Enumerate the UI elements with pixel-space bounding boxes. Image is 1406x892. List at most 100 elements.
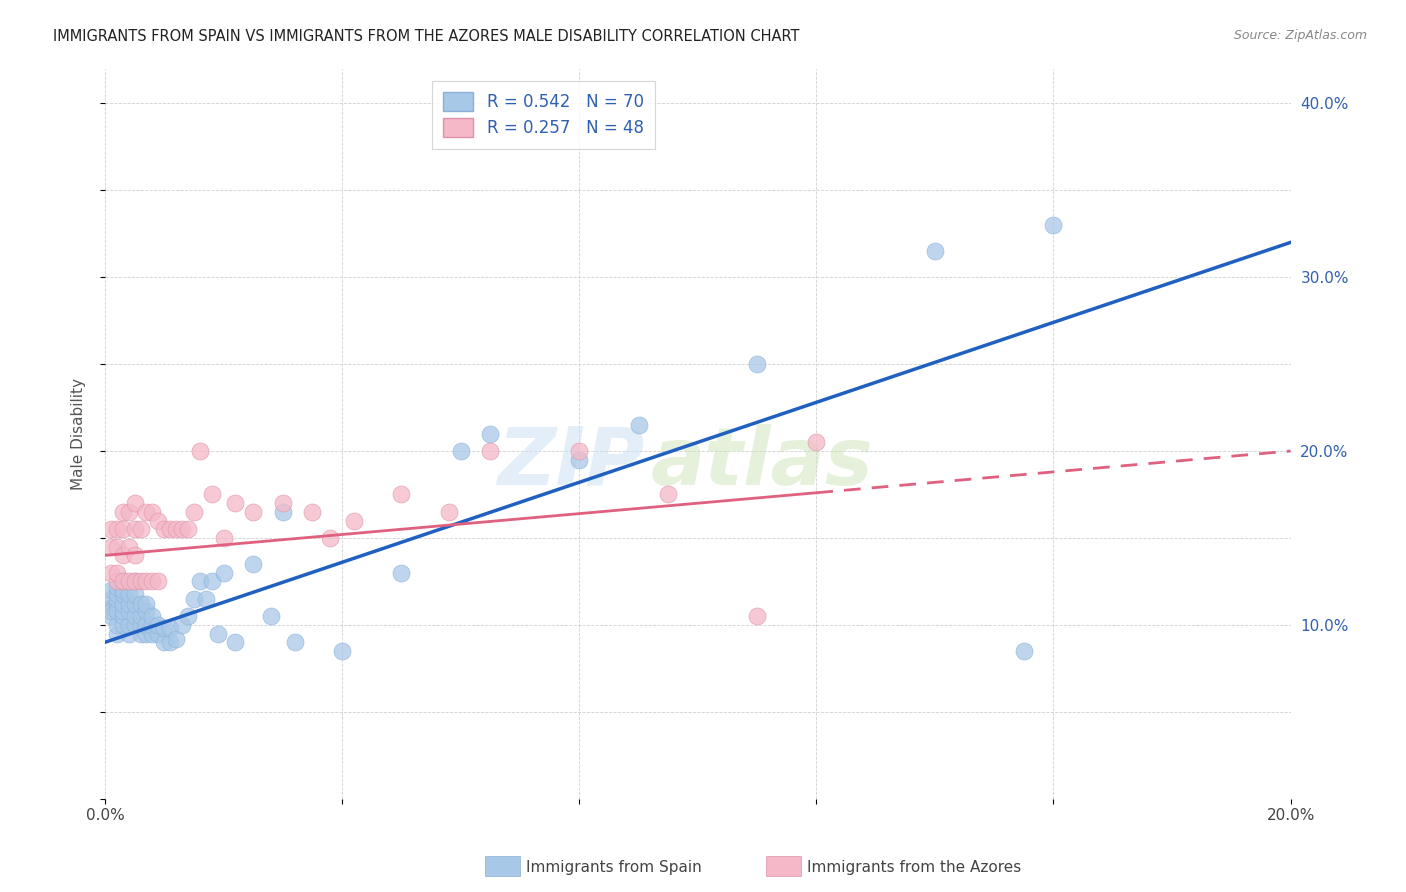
Point — [111, 505, 134, 519]
Point — [129, 609, 152, 624]
Point — [129, 574, 152, 589]
Point — [135, 505, 157, 519]
Point — [159, 621, 181, 635]
Point — [124, 549, 146, 563]
Point — [207, 626, 229, 640]
Point — [159, 522, 181, 536]
Text: Immigrants from Spain: Immigrants from Spain — [526, 860, 702, 874]
Point — [111, 597, 134, 611]
Point — [194, 591, 217, 606]
Point — [224, 635, 246, 649]
Point — [124, 574, 146, 589]
Point — [212, 531, 235, 545]
Point — [188, 444, 211, 458]
Point — [343, 514, 366, 528]
Point — [170, 618, 193, 632]
Point — [159, 635, 181, 649]
Point — [141, 626, 163, 640]
Point — [188, 574, 211, 589]
Point — [242, 505, 264, 519]
Y-axis label: Male Disability: Male Disability — [72, 377, 86, 490]
Point — [177, 609, 200, 624]
Point — [924, 244, 946, 258]
Point — [141, 505, 163, 519]
Point — [1012, 644, 1035, 658]
Point — [105, 566, 128, 580]
Point — [105, 597, 128, 611]
Point — [242, 557, 264, 571]
Point — [284, 635, 307, 649]
Point — [745, 609, 768, 624]
Legend: R = 0.542   N = 70, R = 0.257   N = 48: R = 0.542 N = 70, R = 0.257 N = 48 — [432, 80, 655, 149]
Point — [129, 626, 152, 640]
Point — [135, 604, 157, 618]
Point — [568, 444, 591, 458]
Point — [118, 618, 141, 632]
Point — [271, 505, 294, 519]
Point — [129, 522, 152, 536]
Point — [111, 549, 134, 563]
Point — [148, 618, 170, 632]
Point — [124, 522, 146, 536]
Text: ZIP: ZIP — [498, 424, 644, 502]
Point — [148, 626, 170, 640]
Point — [100, 583, 122, 598]
Point — [118, 574, 141, 589]
Point — [201, 487, 224, 501]
Point — [124, 496, 146, 510]
Point — [118, 604, 141, 618]
Point — [100, 609, 122, 624]
Point — [124, 574, 146, 589]
Point — [111, 574, 134, 589]
Point — [100, 522, 122, 536]
Point — [183, 591, 205, 606]
Text: Immigrants from the Azores: Immigrants from the Azores — [807, 860, 1021, 874]
Point — [105, 591, 128, 606]
Point — [141, 574, 163, 589]
Point — [105, 580, 128, 594]
Point — [437, 505, 460, 519]
Point — [129, 597, 152, 611]
Point — [105, 574, 128, 589]
Point — [124, 618, 146, 632]
Point — [105, 522, 128, 536]
Point — [389, 487, 412, 501]
Point — [111, 618, 134, 632]
Point — [170, 522, 193, 536]
Point — [135, 574, 157, 589]
Point — [479, 444, 502, 458]
Point — [657, 487, 679, 501]
Point — [479, 426, 502, 441]
Point — [135, 618, 157, 632]
Text: IMMIGRANTS FROM SPAIN VS IMMIGRANTS FROM THE AZORES MALE DISABILITY CORRELATION : IMMIGRANTS FROM SPAIN VS IMMIGRANTS FROM… — [53, 29, 800, 44]
Point — [212, 566, 235, 580]
Point — [450, 444, 472, 458]
Point — [153, 522, 176, 536]
Text: Source: ZipAtlas.com: Source: ZipAtlas.com — [1233, 29, 1367, 42]
Point — [105, 618, 128, 632]
Point — [124, 597, 146, 611]
Point — [111, 574, 134, 589]
Point — [129, 618, 152, 632]
Point — [111, 583, 134, 598]
Point — [224, 496, 246, 510]
Point — [260, 609, 283, 624]
Point — [1042, 218, 1064, 232]
Point — [118, 586, 141, 600]
Point — [806, 435, 828, 450]
Point — [105, 540, 128, 554]
Point — [118, 540, 141, 554]
Point — [111, 586, 134, 600]
Point — [118, 597, 141, 611]
Point — [118, 626, 141, 640]
Point — [183, 505, 205, 519]
Point — [177, 522, 200, 536]
Point — [141, 618, 163, 632]
Point — [330, 644, 353, 658]
Point — [627, 417, 650, 432]
Point — [100, 600, 122, 615]
Point — [111, 609, 134, 624]
Point — [319, 531, 342, 545]
Point — [100, 604, 122, 618]
Point — [111, 522, 134, 536]
